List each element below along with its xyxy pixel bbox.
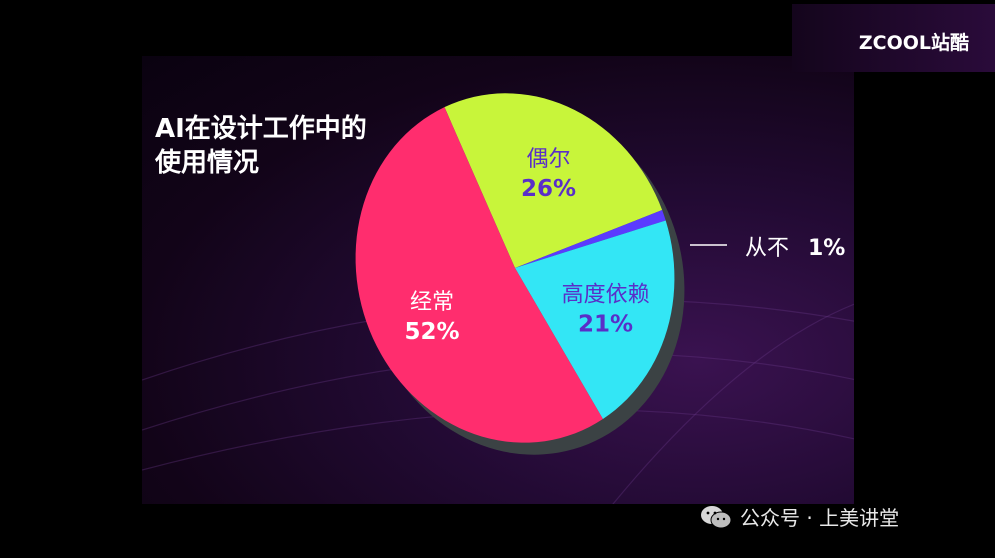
footer-watermark: 公众号 · 上美讲堂: [700, 502, 899, 531]
chart-title-line-1: AI在设计工作中的: [155, 114, 367, 144]
pie-slice-3: [355, 107, 603, 443]
footer-text: 公众号 · 上美讲堂: [740, 506, 900, 530]
wechat-icon: [701, 505, 732, 528]
zcool-logo: ZCOOL站酷: [858, 32, 969, 54]
chart-title-line-2: 使用情况: [155, 148, 260, 178]
chart-title: AI在设计工作中的 使用情况: [155, 112, 415, 180]
pie-slice-1: [515, 210, 666, 268]
pie-slice-0: [444, 93, 663, 268]
slice-value-0: 26%: [521, 176, 576, 202]
slice-value-3: 52%: [405, 319, 460, 345]
logo-panel: ZCOOL站酷: [792, 4, 995, 72]
slice-value-1: 1%: [808, 236, 845, 261]
pie-layer: [355, 93, 685, 455]
slice-label-3: 经常: [410, 290, 454, 315]
pie-slice-2: [515, 220, 675, 420]
slice-label-1: 从不: [745, 236, 789, 261]
slice-label-2: 高度依赖: [562, 282, 650, 307]
slice-label-0: 偶尔: [527, 147, 571, 172]
pie-labels: 偶尔 26% 从不 1% 高度依赖 21% 经常 52%: [405, 147, 846, 345]
slice-value-2: 21%: [578, 311, 633, 337]
